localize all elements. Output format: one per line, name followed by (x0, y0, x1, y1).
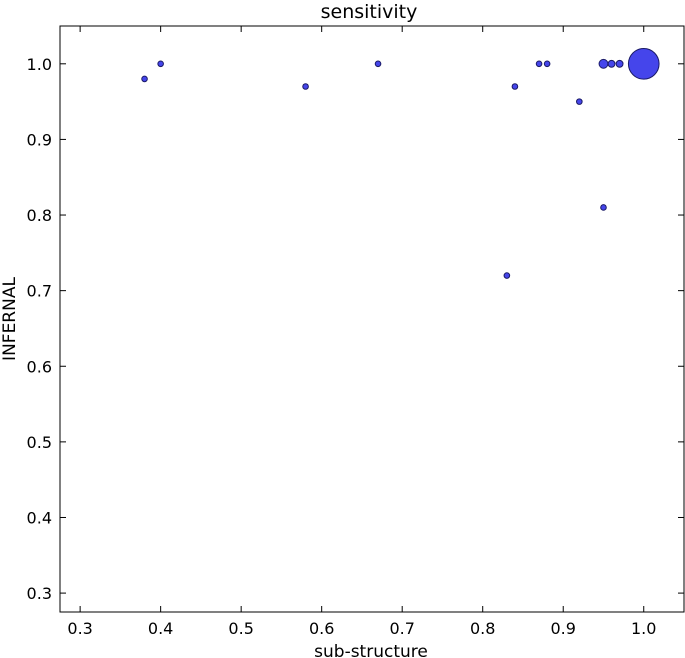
data-point (535, 60, 543, 68)
data-point (576, 98, 583, 105)
y-tick-label: 0.6 (27, 357, 52, 376)
data-point (511, 83, 519, 90)
x-tick-label: 0.5 (228, 619, 253, 638)
data-point (503, 272, 511, 279)
x-tick-label: 0.3 (67, 619, 92, 638)
x-tick-label: 0.7 (389, 619, 414, 638)
data-point (600, 204, 607, 211)
data-points (141, 47, 660, 279)
y-tick-label: 0.4 (27, 508, 52, 527)
y-tick-label: 0.5 (27, 433, 52, 452)
y-axis: 0.3 0.4 0.5 0.6 0.7 0.8 0.9 1.0 (27, 55, 684, 603)
x-tick-label: 1.0 (631, 619, 656, 638)
x-tick-label: 0.9 (550, 619, 575, 638)
data-point (627, 47, 660, 80)
y-tick-label: 0.3 (27, 584, 52, 603)
x-tick-label: 0.4 (148, 619, 173, 638)
y-axis-title: INFERNAL (0, 277, 20, 361)
y-tick-label: 0.9 (27, 130, 52, 149)
data-point (302, 83, 309, 90)
data-point (141, 75, 148, 83)
y-tick-label: 0.8 (27, 206, 52, 225)
y-tick-label: 0.7 (27, 282, 52, 301)
data-point (374, 60, 382, 68)
data-point (157, 60, 164, 68)
x-axis-title: sub-structure (314, 642, 428, 658)
x-tick-label: 0.8 (470, 619, 495, 638)
data-point (607, 59, 616, 68)
plot-area (59, 25, 685, 613)
data-point (543, 60, 551, 68)
chart-title: sensitivity (321, 1, 418, 23)
x-axis: 0.3 0.4 0.5 0.6 0.7 0.8 0.9 1.0 (67, 26, 656, 638)
data-point (615, 59, 624, 68)
y-tick-label: 1.0 (27, 55, 52, 74)
x-tick-label: 0.6 (309, 619, 334, 638)
data-point (598, 58, 609, 69)
